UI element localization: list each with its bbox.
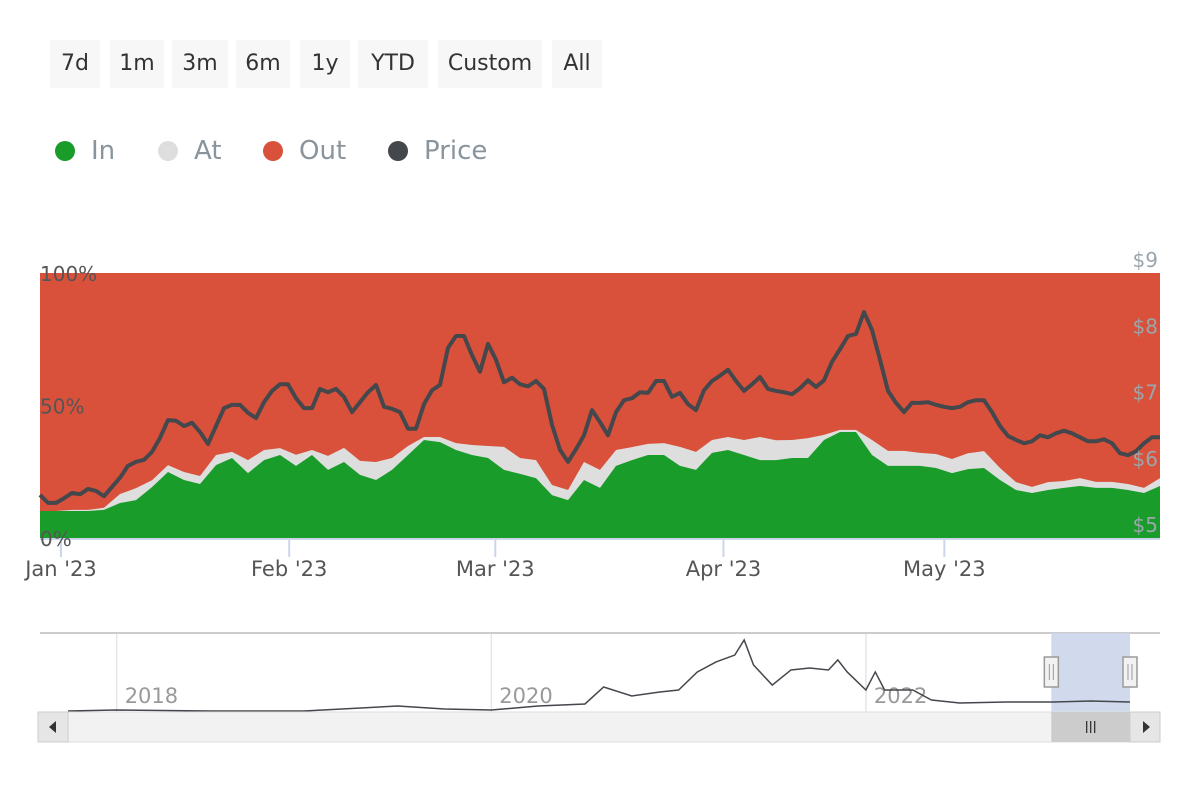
range-button-1m[interactable]: 1m <box>110 40 164 88</box>
navigator-price-line <box>67 638 1131 712</box>
y-right-tick-label: $7 <box>1133 381 1158 405</box>
handle-body[interactable] <box>1043 656 1060 688</box>
legend-label-in: In <box>91 136 116 166</box>
arrow-right-icon <box>1143 721 1150 733</box>
y-right-tick-label: $5 <box>1133 513 1158 537</box>
in-area <box>40 432 1160 538</box>
scroll-left-button[interactable] <box>37 711 69 743</box>
x-tick-label: May '23 <box>903 557 986 581</box>
range-button-7d[interactable]: 7d <box>50 40 100 88</box>
navigator-selection[interactable] <box>1051 633 1130 712</box>
range-button-all[interactable]: All <box>552 40 602 88</box>
scrollbar[interactable] <box>37 711 1161 743</box>
x-tick-label: Apr '23 <box>686 557 762 581</box>
legend-marker-out <box>263 141 283 161</box>
scrollbar-track[interactable] <box>37 711 1161 743</box>
y-left-tick-label: 50% <box>40 395 84 419</box>
navigator[interactable]: 2018 2020 2022 <box>40 632 1160 712</box>
range-button-1y[interactable]: 1y <box>300 40 350 88</box>
y-right-tick-label: $8 <box>1133 314 1158 338</box>
legend-item-in[interactable]: In <box>55 134 115 168</box>
legend-marker-price <box>388 141 408 161</box>
x-tick-label: Jan '23 <box>23 557 97 581</box>
legend-item-at[interactable]: At <box>158 134 222 168</box>
legend-item-out[interactable]: Out <box>263 134 346 168</box>
range-button-ytd[interactable]: YTD <box>358 40 428 88</box>
legend-item-price[interactable]: Price <box>388 134 487 168</box>
navigator-tick-label: 2020 <box>499 684 552 708</box>
legend-label-price: Price <box>424 136 488 166</box>
y-right-tick-label: $9 <box>1133 248 1158 272</box>
y-left-tick-label: 0% <box>40 527 72 551</box>
navigator-handle-left[interactable] <box>1043 656 1060 688</box>
arrow-left-icon <box>49 721 56 733</box>
x-tick-label: Mar '23 <box>456 557 535 581</box>
range-button-3m[interactable]: 3m <box>172 40 228 88</box>
handle-body[interactable] <box>1122 656 1138 688</box>
y-left-tick-label: 100% <box>40 262 97 286</box>
grip-icon <box>1086 721 1096 733</box>
legend-marker-at <box>158 141 178 161</box>
navigator-handle-right[interactable] <box>1122 656 1138 688</box>
price-line <box>38 310 1160 505</box>
navigator-tick-label: 2022 <box>874 684 927 708</box>
legend-label-out: Out <box>299 136 347 166</box>
legend-label-at: At <box>194 136 222 166</box>
legend-marker-in <box>55 141 75 161</box>
navigator-tick-label: 2018 <box>125 684 178 708</box>
x-tick-label: Feb '23 <box>251 557 327 581</box>
y-right-tick-label: $6 <box>1133 447 1158 471</box>
range-button-6m[interactable]: 6m <box>236 40 290 88</box>
range-button-custom[interactable]: Custom <box>438 40 542 88</box>
